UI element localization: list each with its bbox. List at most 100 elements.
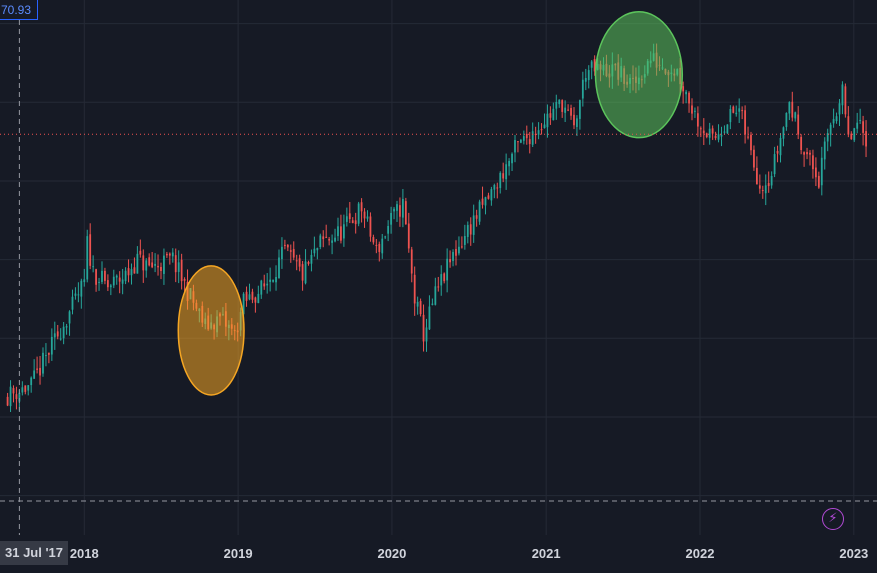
candle-body bbox=[558, 99, 561, 105]
candle-body bbox=[136, 253, 139, 274]
candle-body bbox=[534, 133, 537, 135]
candle-body bbox=[351, 220, 354, 224]
candle-body bbox=[823, 141, 826, 160]
candle-body bbox=[460, 246, 463, 248]
candle-body bbox=[776, 150, 779, 154]
candle-body bbox=[779, 137, 782, 156]
candle-body bbox=[517, 141, 519, 143]
candle-body bbox=[278, 257, 280, 279]
candle-body bbox=[89, 234, 92, 266]
candle-body bbox=[39, 367, 41, 376]
candle-body bbox=[127, 268, 130, 276]
candle-body bbox=[682, 86, 685, 92]
candle-body bbox=[83, 279, 86, 283]
candle-body bbox=[755, 167, 758, 185]
candle-body bbox=[275, 277, 277, 283]
candle-body bbox=[838, 103, 841, 115]
candle-body bbox=[708, 128, 711, 138]
candle-body bbox=[809, 152, 811, 155]
candle-body bbox=[62, 326, 65, 339]
candle-body bbox=[688, 92, 690, 104]
candle-body bbox=[165, 253, 168, 256]
candle-body bbox=[714, 135, 717, 139]
candle-body bbox=[251, 291, 254, 300]
candle-body bbox=[859, 119, 862, 121]
candle-body bbox=[484, 197, 487, 206]
candle-body bbox=[416, 301, 419, 307]
candle-body bbox=[248, 294, 251, 300]
candle-body bbox=[257, 293, 260, 304]
candle-body bbox=[525, 133, 528, 139]
candle-body bbox=[761, 190, 764, 192]
highlight-ellipse bbox=[594, 11, 684, 139]
candle-body bbox=[27, 385, 30, 391]
candle-body bbox=[806, 152, 808, 155]
candle-body bbox=[446, 258, 449, 281]
candle-body bbox=[24, 385, 27, 392]
candle-body bbox=[56, 331, 59, 337]
candle-body bbox=[366, 216, 369, 219]
candle-body bbox=[758, 185, 761, 189]
candle-body bbox=[77, 294, 80, 296]
candle-body bbox=[266, 283, 269, 286]
candle-body bbox=[68, 311, 71, 324]
candle-body bbox=[431, 303, 434, 305]
candle-body bbox=[354, 220, 357, 225]
candle-body bbox=[723, 131, 726, 133]
candle-body bbox=[148, 257, 151, 266]
candle-body bbox=[145, 260, 148, 271]
candle-body bbox=[581, 79, 584, 99]
candle-body bbox=[788, 102, 791, 114]
candle-body bbox=[856, 122, 859, 129]
candle-body bbox=[33, 370, 36, 379]
candle-body bbox=[171, 252, 174, 257]
candle-body bbox=[576, 118, 578, 127]
candle-body bbox=[419, 301, 422, 315]
candle-body bbox=[455, 249, 457, 256]
candle-body bbox=[449, 259, 451, 263]
candle-body bbox=[853, 128, 856, 141]
candle-body bbox=[702, 130, 705, 134]
candle-body bbox=[292, 249, 295, 258]
candle-body bbox=[301, 264, 304, 281]
candle-body bbox=[298, 258, 301, 267]
candle-body bbox=[313, 248, 316, 254]
candle-body bbox=[537, 130, 540, 135]
x-tick-label: 2023 bbox=[839, 546, 868, 561]
candle-body bbox=[345, 216, 348, 222]
candle-body bbox=[163, 255, 165, 274]
lightning-icon[interactable]: ⚡ bbox=[822, 508, 844, 530]
candle-body bbox=[519, 139, 522, 143]
candle-body bbox=[183, 279, 186, 281]
candle-body bbox=[691, 105, 693, 114]
x-tick-label: 2021 bbox=[532, 546, 561, 561]
candle-body bbox=[307, 261, 310, 264]
candle-body bbox=[463, 236, 466, 245]
candle-body bbox=[304, 261, 307, 284]
candle-body bbox=[741, 110, 744, 112]
candle-body bbox=[245, 291, 248, 301]
candle-body bbox=[378, 243, 381, 252]
x-tick-label: 2020 bbox=[377, 546, 406, 561]
candle-body bbox=[428, 306, 431, 330]
candle-body bbox=[393, 208, 395, 212]
candle-body bbox=[578, 100, 581, 119]
candle-body bbox=[363, 211, 366, 219]
candle-body bbox=[281, 246, 283, 260]
candle-body bbox=[782, 127, 785, 139]
candle-body bbox=[98, 281, 100, 283]
candle-body bbox=[112, 276, 115, 286]
candle-body bbox=[124, 270, 127, 282]
candle-body bbox=[12, 388, 15, 394]
candle-body bbox=[80, 280, 83, 297]
candle-body bbox=[826, 133, 829, 142]
candle-body bbox=[593, 59, 596, 72]
candle-body bbox=[549, 113, 552, 118]
candle-body bbox=[865, 131, 867, 147]
candle-body bbox=[101, 270, 103, 282]
candle-body bbox=[705, 133, 708, 138]
candle-body bbox=[242, 293, 245, 315]
candle-body bbox=[384, 236, 387, 238]
